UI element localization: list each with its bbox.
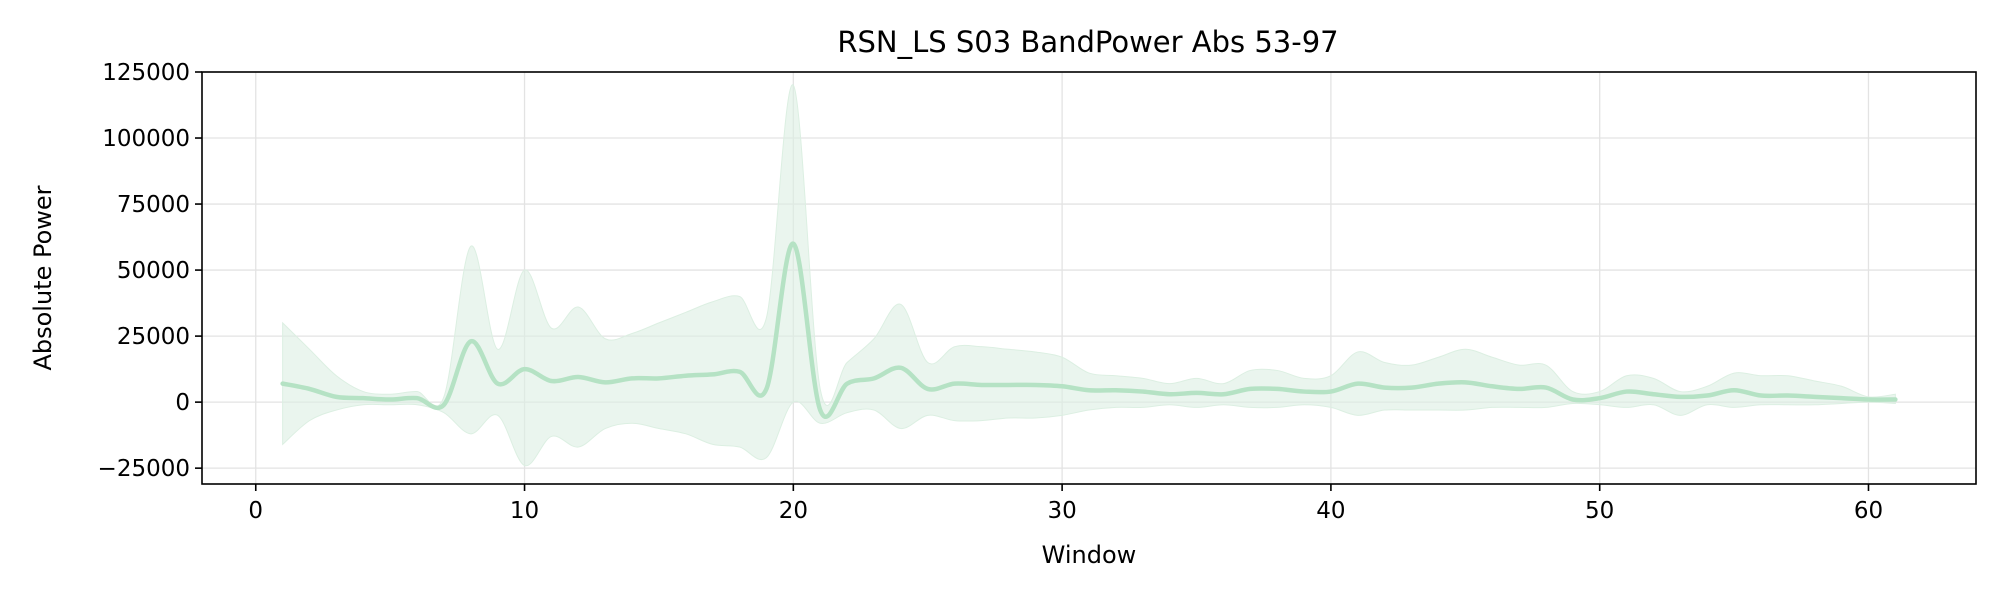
mean-line (280, 241, 1898, 419)
x-tick-label: 50 (1585, 498, 1614, 524)
x-axis-title: Window (1042, 541, 1137, 569)
y-tick-label: 50000 (117, 258, 190, 284)
x-tick-label: 40 (1316, 498, 1345, 524)
y-axis-title: Absolute Power (29, 185, 57, 370)
confidence-band (282, 84, 1896, 467)
x-tick-label: 10 (510, 498, 539, 524)
y-axis: −25000 0 25000 50000 75000 100000 125000 (98, 60, 202, 482)
y-tick-label: −25000 (98, 456, 190, 482)
y-tick-label: 25000 (117, 324, 190, 350)
y-tick-label: 100000 (102, 126, 190, 152)
plot-frame (201, 71, 1977, 485)
y-tick-label: 125000 (102, 60, 190, 86)
x-tick-label: 60 (1854, 498, 1883, 524)
y-tick-label: 75000 (117, 192, 190, 218)
plot-area (280, 84, 1898, 467)
y-tick-label: 0 (175, 390, 190, 416)
x-tick-label: 20 (779, 498, 808, 524)
x-tick-label: 30 (1047, 498, 1076, 524)
chart-title: RSN_LS S03 BandPower Abs 53-97 (837, 25, 1338, 59)
x-tick-label: 0 (248, 498, 263, 524)
x-axis: 0 10 20 30 40 50 60 (248, 484, 1883, 524)
